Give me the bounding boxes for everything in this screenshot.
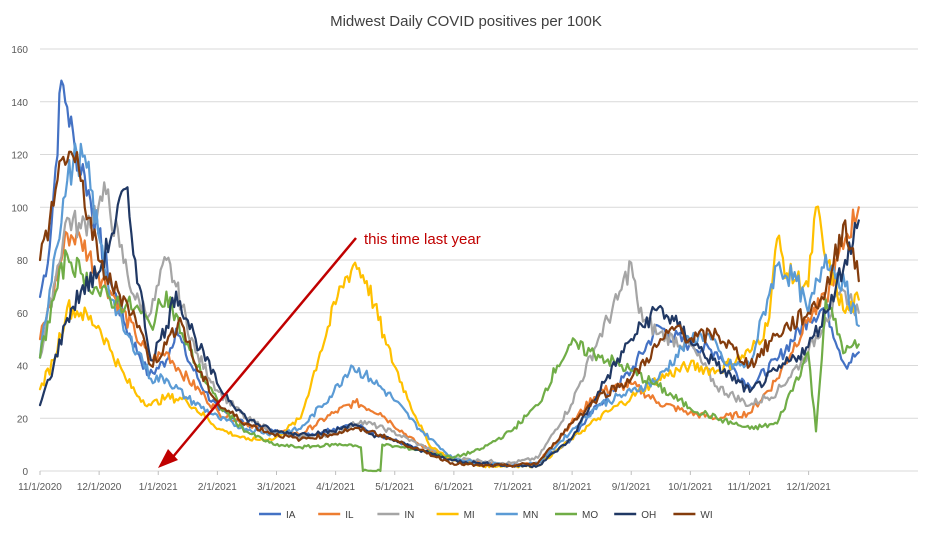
y-tick-label: 0 [22, 467, 28, 478]
series-line-oh [38, 186, 860, 469]
legend-label-mn: MN [523, 510, 539, 521]
y-tick-label: 160 [11, 45, 28, 56]
x-tick-label: 6/1/2021 [434, 482, 473, 493]
y-tick-label: 140 [11, 98, 28, 109]
x-tick-label: 12/1/2021 [786, 482, 831, 493]
x-tick-label: 3/1/2021 [257, 482, 296, 493]
x-tick-label: 8/1/2021 [553, 482, 592, 493]
legend-label-mi: MI [464, 510, 475, 521]
y-tick-label: 40 [17, 362, 29, 373]
legend-label-oh: OH [641, 510, 656, 521]
x-tick-label: 9/1/2021 [612, 482, 651, 493]
x-tick-label: 4/1/2021 [316, 482, 355, 493]
annotation-arrow-line [171, 237, 357, 459]
y-axis-ticks: 0 20 40 60 80 100 120 140 160 [11, 45, 28, 478]
x-tick-label: 11/1/2020 [18, 482, 62, 493]
x-axis-ticks: 11/1/2020 12/1/2020 1/1/2021 2/1/2021 3/1/20… [18, 471, 831, 493]
annotation-arrow-head [158, 449, 178, 468]
annotation-text: this time last year [364, 231, 481, 248]
series-line-mo [38, 249, 860, 473]
y-tick-label: 80 [17, 256, 29, 267]
y-tick-label: 20 [17, 414, 29, 425]
x-tick-label: 11/1/2021 [728, 482, 772, 493]
legend-label-in: IN [404, 510, 414, 521]
x-tick-label: 5/1/2021 [375, 482, 414, 493]
y-tick-label: 100 [11, 203, 28, 214]
x-tick-label: 2/1/2021 [198, 482, 237, 493]
series-lines [38, 79, 860, 473]
legend-label-mo: MO [582, 510, 598, 521]
y-tick-label: 60 [17, 309, 29, 320]
x-tick-label: 1/1/2021 [139, 482, 178, 493]
annotation: this time last year [158, 231, 481, 468]
legend-label-ia: IA [286, 510, 296, 521]
chart-title: Midwest Daily COVID positives per 100K [330, 13, 602, 30]
x-tick-label: 10/1/2021 [668, 482, 713, 493]
legend-label-il: IL [345, 510, 354, 521]
legend-label-wi: WI [700, 510, 712, 521]
legend: IA IL IN MI MN MO OH WI [259, 510, 713, 521]
series-line-wi [38, 150, 860, 468]
y-tick-label: 120 [11, 151, 28, 162]
x-tick-label: 12/1/2020 [77, 482, 122, 493]
x-tick-label: 7/1/2021 [494, 482, 533, 493]
